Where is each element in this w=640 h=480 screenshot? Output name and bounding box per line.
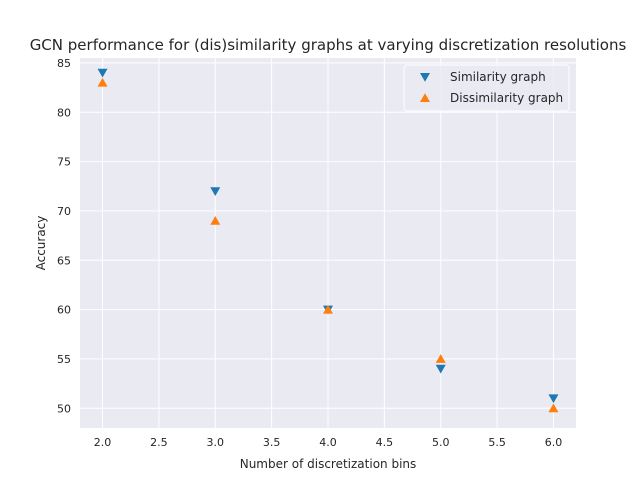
- chart-title: GCN performance for (dis)similarity grap…: [30, 36, 627, 54]
- legend-marker: [420, 93, 430, 102]
- data-point: [323, 304, 333, 314]
- y-axis-ticks: 50 55 60 65 70 75 80 85: [57, 57, 71, 415]
- data-point: [435, 354, 446, 363]
- data-point: [210, 187, 221, 196]
- x-tick-label: 5.0: [432, 436, 450, 449]
- x-tick-label: 5.5: [488, 436, 506, 449]
- y-tick-label: 50: [57, 402, 71, 415]
- x-axis-ticks: 2.0 2.5 3.0 3.5 4.0 4.5 5.0 5.5 6.0: [94, 436, 562, 449]
- y-tick-label: 65: [57, 254, 71, 267]
- x-tick-label: 3.0: [207, 436, 225, 449]
- x-tick-label: 2.5: [150, 436, 168, 449]
- data-point: [97, 77, 108, 87]
- data-point: [435, 364, 446, 374]
- data-point: [548, 403, 559, 413]
- data-point: [548, 394, 559, 404]
- legend-marker: [420, 73, 430, 82]
- series-similarity: [97, 68, 559, 404]
- legend: Similarity graph Dissimilarity graph: [403, 64, 570, 112]
- data-point: [97, 68, 108, 78]
- legend-box: [403, 64, 570, 112]
- x-tick-label: 4.0: [319, 436, 337, 449]
- y-axis-label: Accuracy: [34, 216, 48, 271]
- y-tick-label: 55: [57, 353, 71, 366]
- data-points: [97, 68, 559, 413]
- grid-lines: [80, 58, 576, 428]
- y-tick-label: 75: [57, 156, 71, 169]
- x-tick-label: 4.5: [376, 436, 394, 449]
- y-tick-label: 60: [57, 304, 71, 317]
- legend-label: Similarity graph: [450, 70, 546, 84]
- series-dissimilarity: [97, 77, 559, 413]
- x-tick-label: 6.0: [545, 436, 563, 449]
- x-axis-label: Number of discretization bins: [240, 457, 417, 471]
- y-tick-label: 85: [57, 57, 71, 70]
- y-tick-label: 80: [57, 106, 71, 119]
- y-tick-label: 70: [57, 205, 71, 218]
- x-tick-label: 3.5: [263, 436, 281, 449]
- legend-label: Dissimilarity graph: [450, 91, 563, 105]
- x-tick-label: 2.0: [94, 436, 112, 449]
- data-point: [210, 216, 221, 225]
